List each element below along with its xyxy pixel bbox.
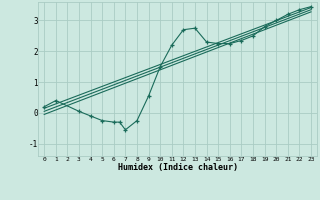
X-axis label: Humidex (Indice chaleur): Humidex (Indice chaleur)	[118, 163, 238, 172]
